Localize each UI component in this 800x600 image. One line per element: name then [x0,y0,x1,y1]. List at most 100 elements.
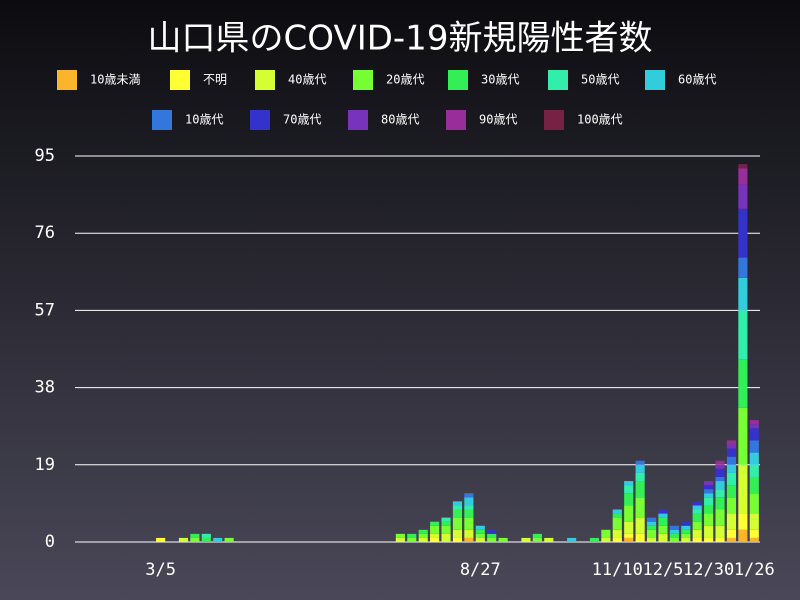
bar-segment [201,537,211,542]
bar-segment [738,277,748,311]
legend-swatch [353,70,373,90]
bar-segment [715,525,725,538]
bar-segment [589,537,600,542]
bar-segment [726,464,737,473]
bar-segment [452,537,463,542]
bar-segment [487,537,497,542]
bar-segment [441,525,451,534]
legend-label: 10歳未満 [90,73,140,87]
bar-segment [452,501,463,506]
y-tick-label: 76 [35,223,55,243]
bar-segment [464,497,474,506]
bar-segment [452,509,463,518]
bar-segment [704,493,714,498]
bar-segment [726,448,737,457]
bar-segment [475,537,485,542]
bar-segment [749,537,759,542]
legend-label: 30歳代 [481,73,519,87]
bar-segment [715,509,725,526]
legend-swatch [645,70,665,90]
legend-swatch [544,110,564,130]
x-tick-label: 12/5 [642,560,683,580]
legend-swatch [170,70,190,90]
bar-segment [635,481,645,498]
bar-segment [464,493,474,498]
bar-segment [715,497,725,510]
bar-segment [418,533,428,538]
bar-segment [452,529,463,538]
bar-segment [498,537,508,542]
bar-segment [738,513,748,530]
bar-segment [624,521,634,534]
bar-segment [738,529,748,542]
bar-segment [715,468,725,477]
bar-segment [681,533,691,538]
bar-segment [646,521,657,526]
bar-segment [430,537,440,542]
bar-segment [224,537,234,542]
x-tick-label: 8/27 [460,560,501,580]
bar-segment [749,424,759,429]
bar-segment [567,537,577,542]
bar-segment [521,537,531,542]
bar-segment [532,533,542,538]
bar-segment [407,533,417,538]
bar-segment [738,257,748,278]
bar-segment [635,497,645,518]
bar-segment [749,529,759,538]
bar-segment [612,529,622,538]
bar-segment [430,521,440,526]
bar-segment [726,497,737,514]
bar-segment [749,493,759,514]
y-tick-label: 38 [35,378,55,398]
bar-segment [395,537,405,542]
bar-segment [612,537,622,542]
x-tick-label: 12/30 [683,560,734,580]
bar-segment [601,529,611,538]
bar-segment [635,464,645,473]
bar-segment [726,440,737,445]
legend-swatch [548,70,568,90]
bar-segment [156,537,166,542]
chart-title: 山口県のCOVID-19新規陽性者数 [148,19,653,59]
y-tick-label: 95 [35,146,55,166]
bar-segment [704,513,714,526]
bar-segment [441,533,451,542]
bar-segment [704,497,714,506]
bar-segment [635,460,645,465]
bar-segment [418,529,428,534]
bar-segment [487,529,497,534]
bar-segment [692,537,702,542]
y-tick-label: 57 [35,300,55,320]
bar-segment [738,359,748,408]
bar-segment [635,517,645,534]
legend-label: 不明 [203,73,227,87]
bar-segment [190,533,200,538]
bar-segment [715,481,725,490]
bar-segment [738,164,748,169]
bar-segment [726,444,737,449]
legend-label: 40歳代 [288,73,326,87]
bar-segment [726,513,737,530]
bar-segment [612,509,622,514]
legend-label: 60歳代 [678,73,716,87]
bar-segment [726,529,737,538]
legend-label: 20歳代 [386,73,424,87]
bar-segment [430,525,440,534]
bar-segment [418,537,428,542]
bar-segment [738,208,748,258]
y-tick-label: 0 [45,532,55,552]
bar-segment [738,464,748,514]
legend-label: 70歳代 [283,113,321,127]
bar-segment [464,537,474,542]
legend-label: 80歳代 [381,113,419,127]
bar-segment [646,525,657,530]
bar-segment [704,537,714,542]
bar-segment [544,537,554,542]
bar-segment [658,509,668,514]
bar-segment [704,485,714,490]
bar-segment [738,184,748,209]
bar-segment [726,456,737,465]
bar-segment [715,489,725,498]
bar-segment [441,521,451,526]
